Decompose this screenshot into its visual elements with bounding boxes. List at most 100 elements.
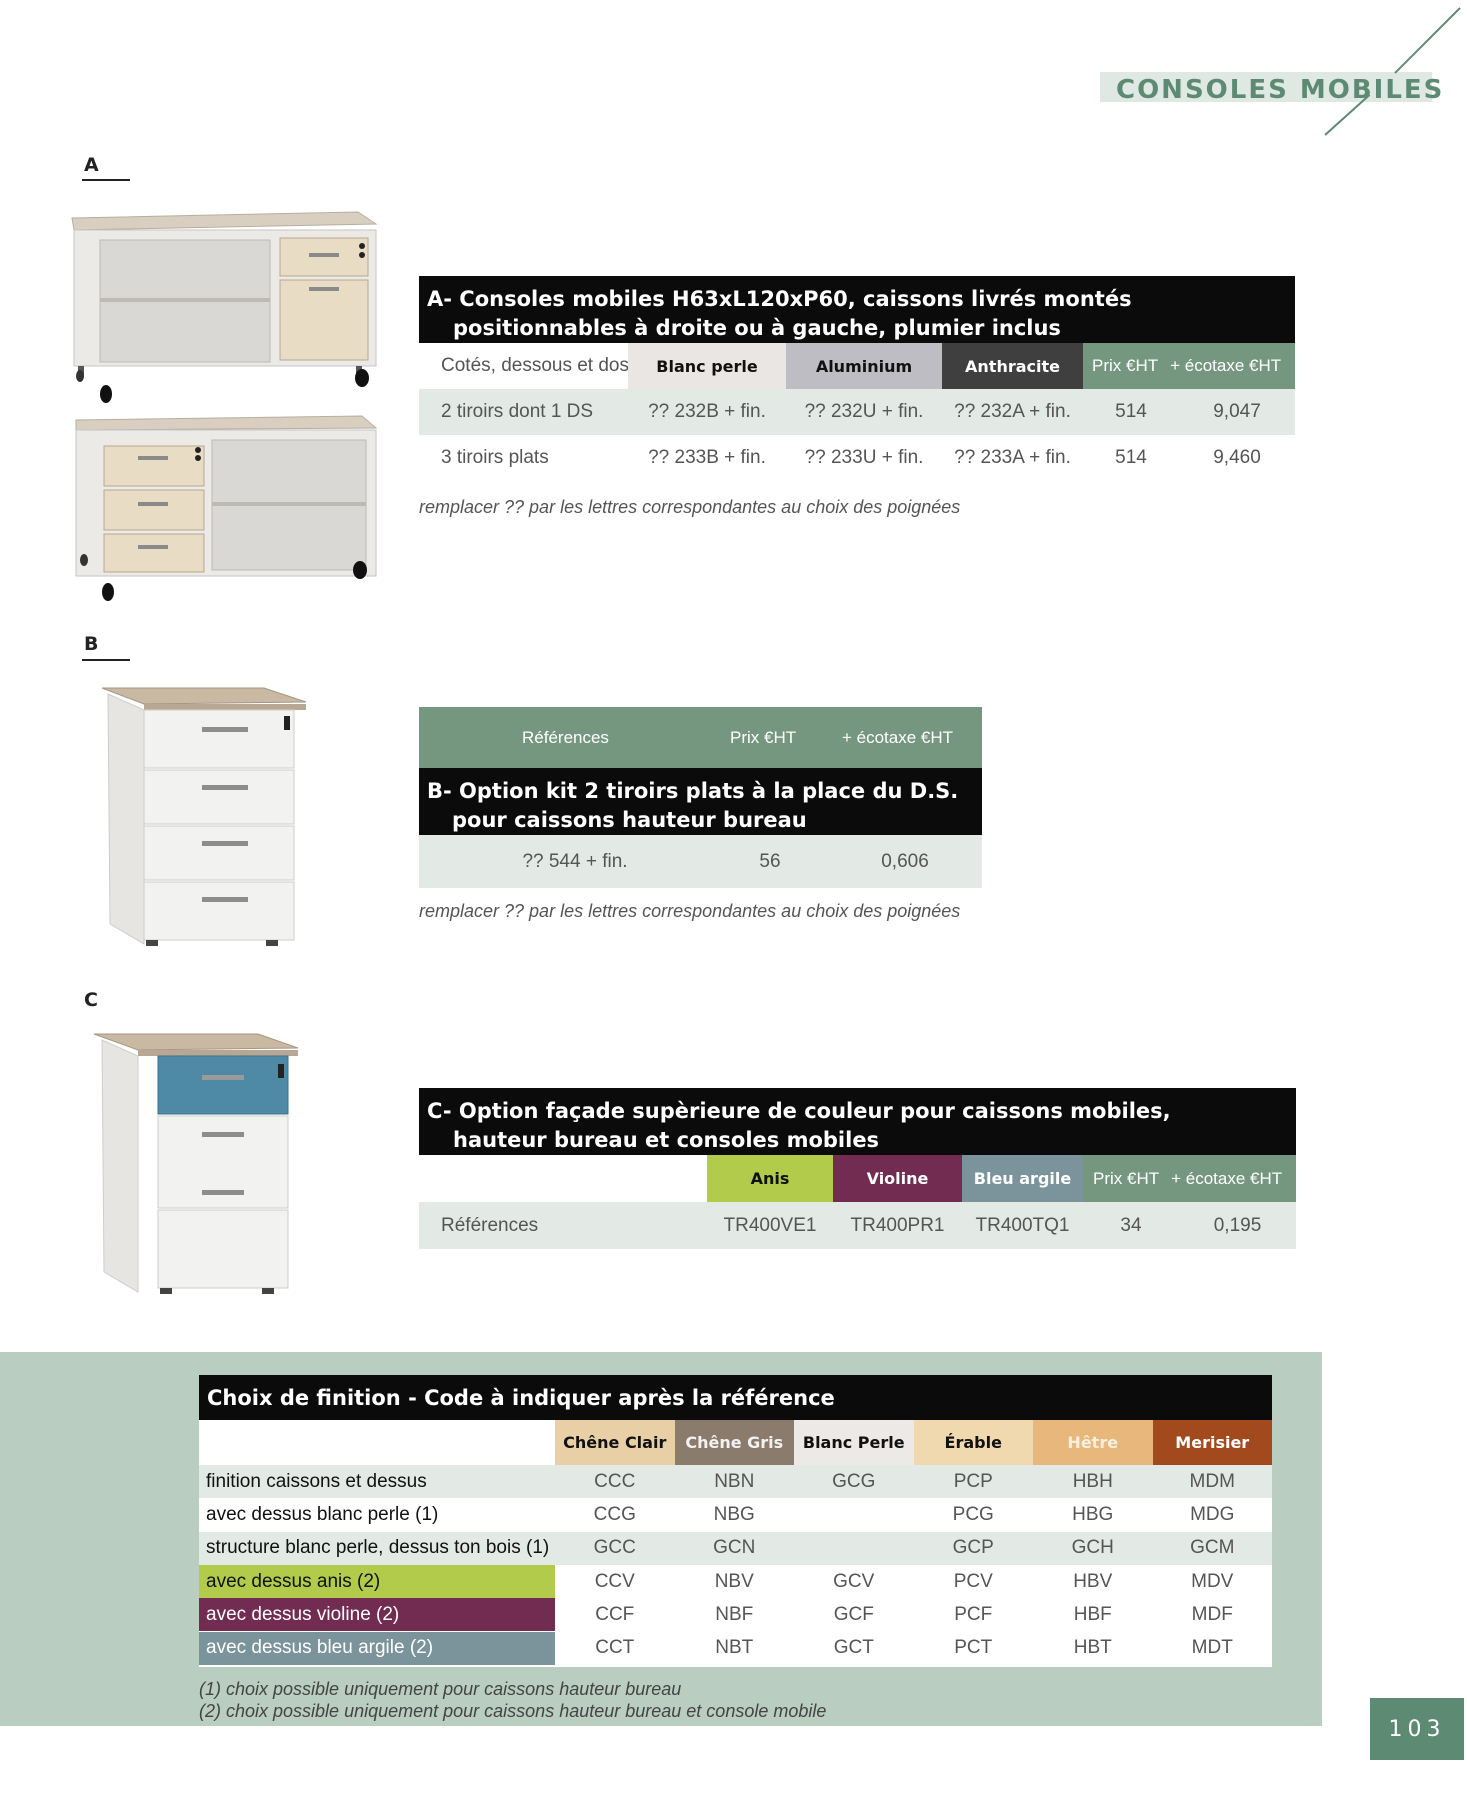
finition-code: PCG bbox=[952, 1503, 994, 1525]
table-a-row-1-ecotaxe: 9,047 bbox=[1213, 401, 1261, 422]
finition-column-5: Merisier bbox=[1152, 1420, 1272, 1465]
header-slash-top bbox=[1394, 7, 1461, 74]
table-a-row-1-ref-a: ?? 232A + fin. bbox=[954, 401, 1071, 422]
finition-code: CCV bbox=[594, 1570, 635, 1592]
header-band bbox=[1100, 72, 1432, 102]
table-a-row-1-ref-b: ?? 232B + fin. bbox=[648, 401, 766, 422]
table-a-row-header: Cotés, dessous et dos bbox=[441, 355, 629, 376]
finition-column-3: Érable bbox=[913, 1420, 1033, 1465]
finition-code: CCG bbox=[593, 1503, 636, 1525]
table-a-title: A- Consoles mobiles H63xL120xP60, caisso… bbox=[419, 276, 1295, 343]
finition-column-4: Hêtre bbox=[1033, 1420, 1153, 1465]
finition-code: HBT bbox=[1073, 1637, 1112, 1659]
finition-code: GCN bbox=[713, 1537, 756, 1559]
finition-code: NBF bbox=[715, 1603, 754, 1625]
finition-row-label: finition caissons et dessus bbox=[199, 1465, 555, 1499]
table-c-ref-violine: TR400PR1 bbox=[850, 1214, 945, 1236]
table-b-ref: ?? 544 + fin. bbox=[522, 850, 628, 872]
finition-column-0: Chêne Clair bbox=[555, 1420, 675, 1465]
table-c-ref-bleu: TR400TQ1 bbox=[975, 1214, 1070, 1236]
finition-code: GCT bbox=[833, 1637, 874, 1659]
table-c-row-label: Références bbox=[441, 1214, 539, 1236]
finition-code: GCM bbox=[1190, 1537, 1235, 1559]
section-letter-c: C bbox=[84, 989, 98, 1011]
table-a-row-2-ref-b: ?? 233B + fin. bbox=[648, 447, 766, 468]
finition-code bbox=[794, 1498, 914, 1531]
table-c-price: 34 bbox=[1120, 1214, 1142, 1236]
swatch-bleu-argile: Bleu argile bbox=[962, 1155, 1083, 1202]
section-underline-b bbox=[82, 659, 130, 661]
page-number: 103 bbox=[1370, 1698, 1464, 1760]
table-a-row-1-bg bbox=[419, 389, 1295, 435]
finition-column-2: Blanc Perle bbox=[794, 1420, 914, 1465]
table-a-ecotaxe-label: + écotaxe €HT bbox=[1170, 356, 1282, 375]
swatch-blanc-perle: Blanc perle bbox=[628, 343, 786, 389]
finition-code: GCG bbox=[832, 1470, 876, 1492]
finition-code: HBH bbox=[1072, 1470, 1113, 1492]
caisson-image-colored-front bbox=[93, 1033, 299, 1294]
table-a-row-2-ref-u: ?? 233U + fin. bbox=[804, 447, 924, 468]
table-b-ecotaxe: 0,606 bbox=[881, 850, 929, 872]
swatch-anis: Anis bbox=[707, 1155, 833, 1202]
finition-code: NBN bbox=[714, 1470, 755, 1492]
table-c-ref-anis: TR400VE1 bbox=[723, 1214, 817, 1236]
table-a-row-1-label: 2 tiroirs dont 1 DS bbox=[441, 401, 594, 422]
table-b-ecotaxe-label: + écotaxe €HT bbox=[842, 727, 954, 747]
table-a-price-header: Prix €HT + écotaxe €HT bbox=[1083, 343, 1295, 389]
table-a-note: remplacer ?? par les lettres corresponda… bbox=[419, 497, 961, 517]
table-b-note: remplacer ?? par les lettres corresponda… bbox=[419, 901, 961, 921]
finition-note-2: (2) choix possible uniquement pour caiss… bbox=[199, 1701, 827, 1721]
finition-code: MDT bbox=[1191, 1637, 1233, 1659]
finition-code: GCH bbox=[1071, 1537, 1114, 1559]
table-a-row-1-price: 514 bbox=[1115, 401, 1147, 422]
finition-code: PCP bbox=[953, 1470, 993, 1492]
table-a-row-2-label: 3 tiroirs plats bbox=[441, 447, 549, 468]
finition-title: Choix de finition - Code à indiquer aprè… bbox=[199, 1375, 1272, 1420]
finition-code: PCT bbox=[954, 1637, 993, 1659]
swatch-aluminium: Aluminium bbox=[786, 343, 942, 389]
table-a-title-line2: positionnables à droite ou à gauche, plu… bbox=[453, 316, 1061, 340]
table-b-title: B- Option kit 2 tiroirs plats à la place… bbox=[419, 768, 982, 835]
table-b-ref-label: Références bbox=[522, 727, 609, 747]
table-c-row-bg bbox=[419, 1202, 1296, 1249]
table-c-ecotaxe: 0,195 bbox=[1213, 1214, 1262, 1236]
console-image-right-drawers bbox=[71, 211, 378, 403]
table-a-row-1-ref-u: ?? 232U + fin. bbox=[804, 401, 924, 422]
finition-code: CCF bbox=[595, 1603, 635, 1625]
table-c-title-line2: hauteur bureau et consoles mobiles bbox=[453, 1128, 880, 1152]
finition-code bbox=[794, 1532, 914, 1565]
table-b-header: Références Prix €HT + écotaxe €HT bbox=[419, 707, 982, 768]
finition-row-label: avec dessus violine (2) bbox=[199, 1598, 555, 1632]
finition-row-label: avec dessus anis (2) bbox=[199, 1564, 555, 1599]
finition-note-1: (1) choix possible uniquement pour caiss… bbox=[199, 1679, 682, 1699]
finition-code: GCF bbox=[833, 1603, 874, 1625]
finition-code: PCF bbox=[954, 1603, 993, 1625]
finition-code: MDM bbox=[1189, 1470, 1235, 1492]
finition-code: MDV bbox=[1191, 1570, 1234, 1592]
finition-code: HBF bbox=[1073, 1603, 1112, 1625]
table-c-price-label: Prix €HT bbox=[1093, 1168, 1160, 1188]
page-title: CONSOLES MOBILES bbox=[1116, 75, 1445, 105]
swatch-violine: Violine bbox=[833, 1155, 962, 1202]
table-a-row-2-ref-a: ?? 233A + fin. bbox=[954, 447, 1071, 468]
finition-code: MDG bbox=[1190, 1503, 1235, 1525]
finition-code: NBG bbox=[713, 1503, 755, 1525]
table-b-price: 56 bbox=[759, 850, 781, 872]
finition-code: PCV bbox=[953, 1570, 993, 1592]
finition-code: GCV bbox=[833, 1570, 875, 1592]
table-b-price-label: Prix €HT bbox=[730, 727, 797, 747]
finition-code: GCP bbox=[952, 1537, 994, 1559]
console-image-left-drawers bbox=[75, 415, 378, 601]
finition-code: MDF bbox=[1191, 1603, 1233, 1625]
section-letter-a: A bbox=[84, 154, 99, 176]
table-c-price-header: Prix €HT + écotaxe €HT bbox=[1083, 1155, 1296, 1202]
finition-row-label: avec dessus bleu argile (2) bbox=[199, 1631, 555, 1665]
table-c-ecotaxe-label: + écotaxe €HT bbox=[1171, 1168, 1283, 1188]
section-letter-b: B bbox=[84, 633, 99, 655]
finition-code: CCC bbox=[594, 1470, 636, 1492]
table-a-title-line1: A- Consoles mobiles H63xL120xP60, caisso… bbox=[427, 287, 1132, 311]
table-a-row-2-price: 514 bbox=[1115, 447, 1147, 468]
finition-code: HBG bbox=[1072, 1503, 1114, 1525]
section-underline-a bbox=[82, 179, 130, 181]
swatch-anthracite: Anthracite bbox=[942, 343, 1083, 389]
